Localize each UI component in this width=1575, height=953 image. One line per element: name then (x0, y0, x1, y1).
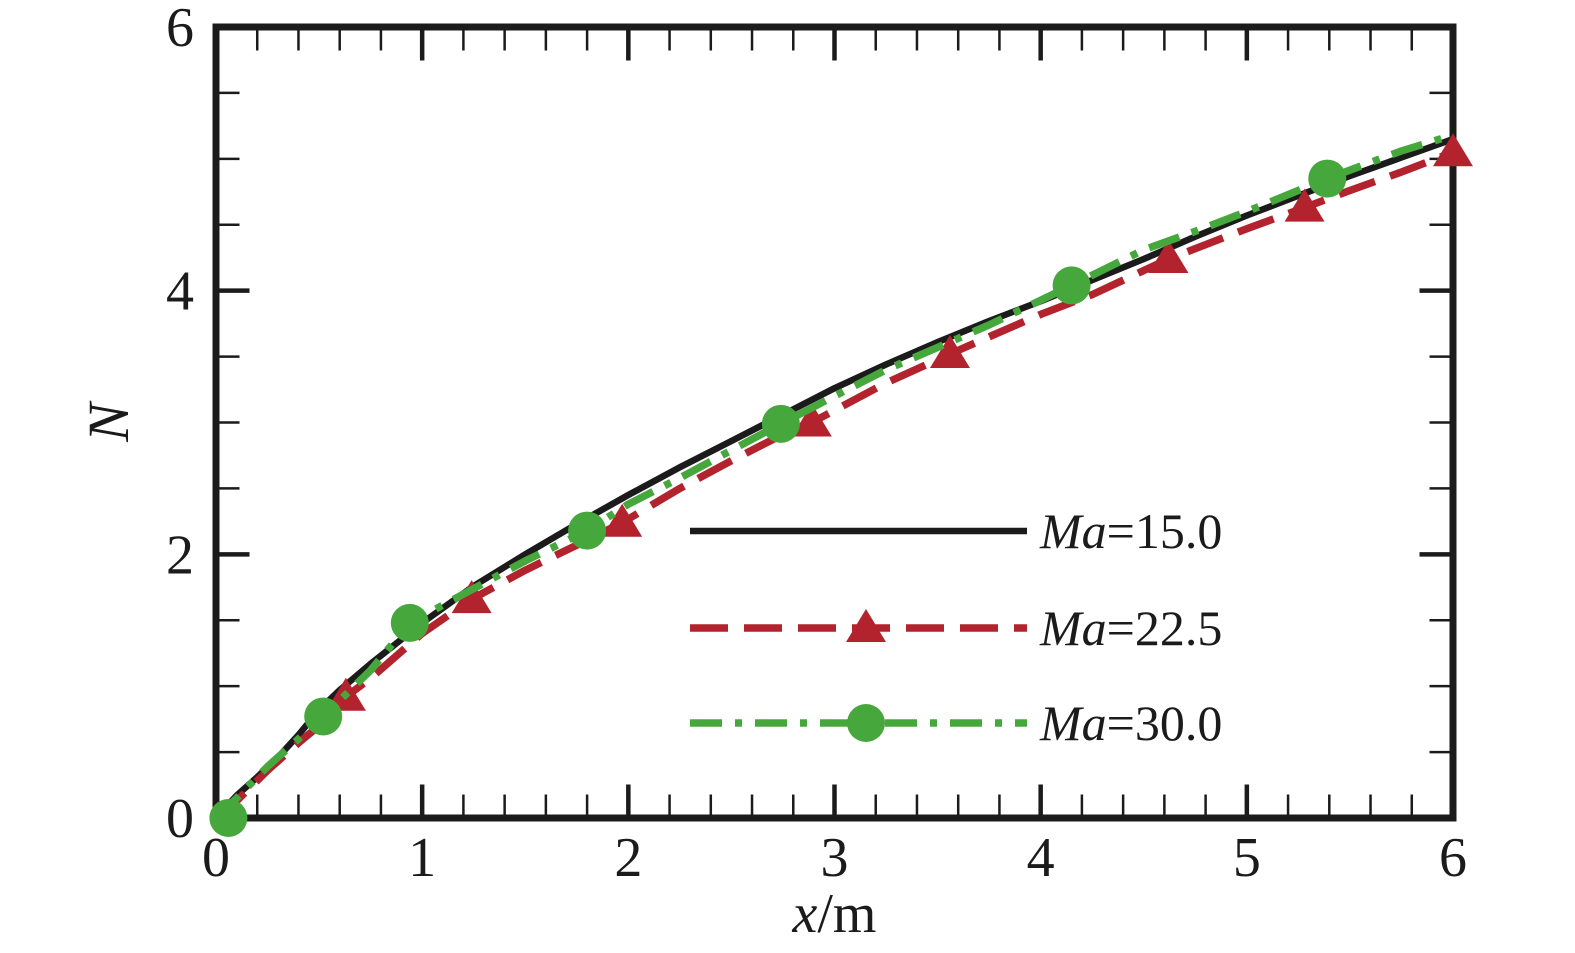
x-axis-label: x/m (792, 883, 877, 945)
marker-ma-22-5 (1148, 240, 1189, 274)
marker-ma-30-0 (568, 511, 607, 550)
x-tick-label: 3 (821, 827, 849, 889)
curve-ma-15-0 (213, 136, 1455, 821)
marker-ma-22-5 (1433, 133, 1473, 167)
x-tick-label: 1 (408, 827, 436, 889)
marker-ma-30-0 (304, 697, 343, 736)
marker-ma-22-5 (791, 403, 832, 437)
marker-ma-22-5 (602, 503, 643, 537)
y-tick-label: 6 (166, 0, 194, 59)
x-tick-label: 5 (1233, 827, 1261, 889)
marker-ma-22-5 (1284, 188, 1325, 222)
legend-label-ma-15-0: Ma=15.0 (1039, 503, 1222, 559)
legend-label-ma-30-0: Ma=30.0 (1039, 695, 1222, 751)
y-tick-label: 2 (166, 524, 194, 586)
legend-marker-ma-30-0 (847, 704, 885, 742)
y-tick-label: 4 (166, 261, 194, 323)
marker-ma-22-5 (451, 580, 492, 614)
x-tick-label: 2 (614, 827, 642, 889)
marker-ma-30-0 (1052, 266, 1091, 305)
legend-label-ma-22-5: Ma=22.5 (1039, 600, 1222, 656)
y-tick-label: 0 (166, 788, 194, 850)
curve-ma-22-5 (213, 148, 1455, 821)
x-tick-label: 4 (1027, 827, 1055, 889)
curve-ma-30-0 (213, 131, 1455, 821)
x-tick-label: 6 (1439, 827, 1467, 889)
x-tick-label: 0 (202, 827, 230, 889)
marker-ma-30-0 (209, 799, 248, 837)
plot-border (212, 23, 1457, 822)
y-axis-label: N (76, 400, 141, 443)
legend-marker-ma-22-5 (846, 609, 886, 642)
marker-ma-30-0 (1308, 159, 1347, 198)
marker-ma-30-0 (390, 603, 429, 642)
marker-ma-30-0 (761, 404, 800, 443)
marker-ma-22-5 (929, 334, 970, 368)
